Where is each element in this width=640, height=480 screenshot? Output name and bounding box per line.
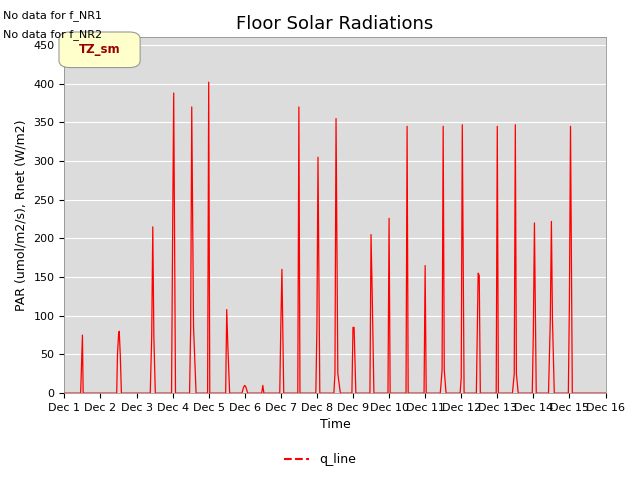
Title: Floor Solar Radiations: Floor Solar Radiations	[236, 15, 433, 33]
FancyBboxPatch shape	[59, 32, 140, 68]
Text: TZ_sm: TZ_sm	[79, 43, 120, 56]
Legend: q_line: q_line	[279, 448, 361, 471]
Text: No data for f_NR1: No data for f_NR1	[3, 10, 102, 21]
Text: No data for f_NR2: No data for f_NR2	[3, 29, 102, 40]
Y-axis label: PAR (umol/m2/s), Rnet (W/m2): PAR (umol/m2/s), Rnet (W/m2)	[15, 120, 28, 311]
X-axis label: Time: Time	[319, 419, 350, 432]
